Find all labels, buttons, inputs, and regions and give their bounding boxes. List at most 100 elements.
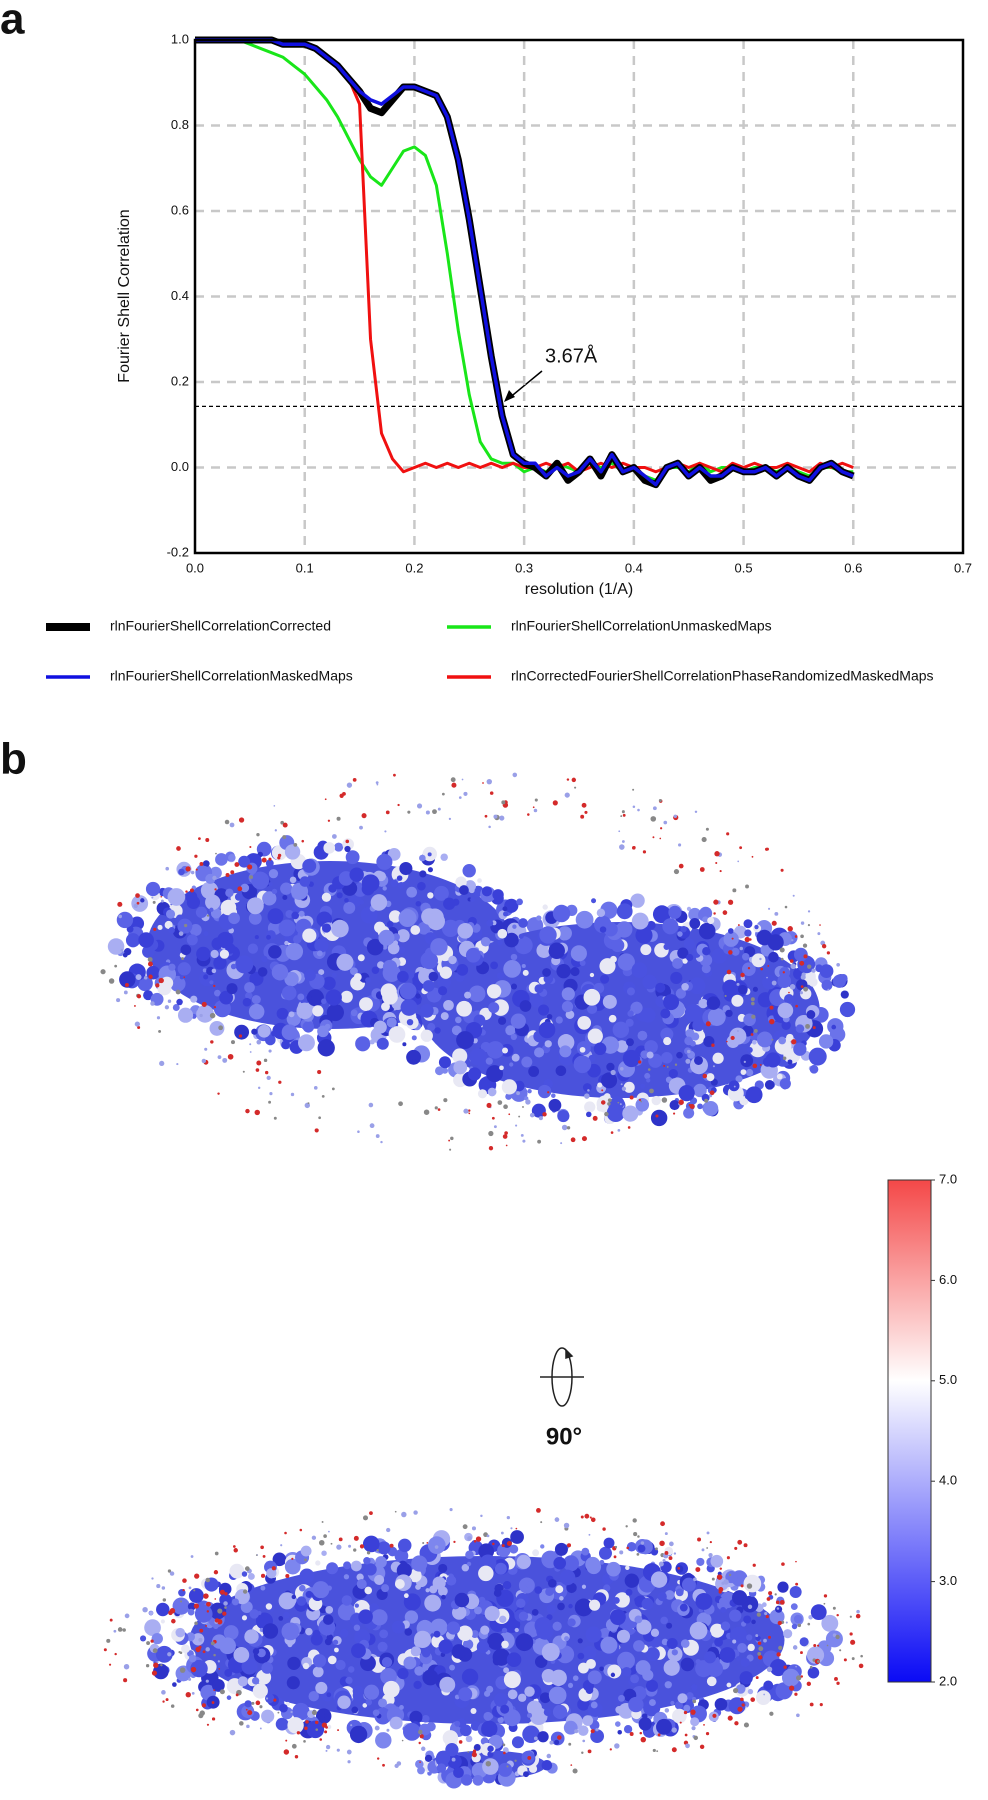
map-speckle xyxy=(156,1016,161,1020)
map-density xyxy=(670,971,683,985)
map-speckle xyxy=(856,1609,860,1614)
map-speckle xyxy=(232,1545,236,1548)
map-density xyxy=(350,967,358,976)
map-speckle xyxy=(563,1522,570,1529)
map-speckle xyxy=(165,1698,169,1702)
map-density xyxy=(164,920,173,929)
map-speckle xyxy=(731,937,734,940)
map-speckle xyxy=(821,944,827,949)
map-density xyxy=(670,1700,675,1706)
map-speckle xyxy=(609,1748,612,1751)
map-density xyxy=(351,1706,359,1714)
map-density xyxy=(439,1676,456,1693)
map-density xyxy=(688,977,706,995)
map-density xyxy=(674,1701,683,1710)
map-speckle xyxy=(198,837,201,841)
map-density xyxy=(567,1618,576,1627)
map-speckle xyxy=(133,903,138,909)
map-density xyxy=(703,1100,719,1116)
map-density xyxy=(745,1086,763,1104)
map-density xyxy=(635,926,653,944)
map-density xyxy=(686,953,694,962)
map-density xyxy=(190,995,198,1003)
map-density xyxy=(534,1586,543,1594)
map-speckle xyxy=(215,852,217,855)
map-density xyxy=(220,899,237,916)
map-speckle xyxy=(222,1611,227,1616)
y-tick-label: 0.2 xyxy=(171,373,189,388)
map-density xyxy=(145,881,161,897)
map-density xyxy=(287,1656,301,1670)
map-speckle xyxy=(671,1727,677,1733)
map-density xyxy=(292,935,302,944)
map-density xyxy=(398,909,417,928)
map-density xyxy=(596,908,606,918)
map-speckle xyxy=(613,1555,617,1559)
map-density xyxy=(334,1647,339,1653)
map-density xyxy=(740,1657,750,1668)
map-speckle xyxy=(311,1535,317,1540)
map-speckle xyxy=(851,1657,855,1661)
map-density xyxy=(559,1569,576,1586)
map-speckle xyxy=(812,1026,816,1030)
colorbar-tick-label: 7.0 xyxy=(939,1171,957,1186)
map-speckle xyxy=(146,1641,151,1645)
map-speckle xyxy=(622,813,626,817)
map-speckle xyxy=(570,1764,573,1766)
map-speckle xyxy=(649,1088,654,1094)
map-speckle xyxy=(614,1545,618,1549)
map-speckle xyxy=(148,974,153,979)
map-speckle xyxy=(589,1516,592,1519)
map-speckle xyxy=(338,1537,343,1542)
map-speckle xyxy=(764,847,769,851)
map-density xyxy=(610,938,625,953)
map-density xyxy=(599,1559,605,1565)
map-speckle xyxy=(217,1660,221,1663)
map-density xyxy=(671,1649,678,1656)
map-density xyxy=(537,1084,552,1099)
map-density xyxy=(289,876,297,884)
map-speckle xyxy=(280,820,284,825)
map-speckle xyxy=(794,1692,798,1696)
map-speckle xyxy=(560,1142,563,1145)
map-speckle xyxy=(213,1653,216,1657)
map-density xyxy=(497,928,508,939)
map-density xyxy=(512,924,517,929)
map-speckle xyxy=(299,1528,303,1532)
map-speckle xyxy=(542,1112,547,1117)
map-density xyxy=(634,1615,643,1624)
map-speckle xyxy=(268,857,272,861)
map-speckle xyxy=(353,1548,357,1552)
map-speckle xyxy=(756,1612,762,1617)
map-density xyxy=(331,919,349,938)
map-density xyxy=(281,985,297,1001)
map-speckle xyxy=(318,1116,321,1120)
map-density xyxy=(209,980,214,985)
map-density xyxy=(477,878,482,883)
map-density xyxy=(606,1561,621,1577)
map-speckle xyxy=(708,1553,713,1558)
map-speckle xyxy=(151,1577,154,1580)
map-density xyxy=(711,948,728,964)
map-speckle xyxy=(117,1627,123,1632)
map-speckle xyxy=(803,986,809,992)
map-speckle xyxy=(760,967,764,971)
map-speckle xyxy=(796,1713,800,1718)
map-density xyxy=(663,1659,680,1676)
map-density xyxy=(500,1704,510,1714)
map-density xyxy=(552,1704,568,1720)
map-speckle xyxy=(784,905,788,909)
map-density xyxy=(684,1004,703,1022)
map-density xyxy=(381,1657,393,1668)
map-speckle xyxy=(849,1632,853,1636)
map-speckle xyxy=(194,1621,198,1626)
x-tick-label: 0.0 xyxy=(186,560,204,575)
map-speckle xyxy=(277,853,282,858)
map-density xyxy=(377,961,385,969)
map-density xyxy=(745,1068,754,1077)
map-speckle xyxy=(150,1001,155,1006)
map-speckle xyxy=(323,1534,327,1538)
map-density xyxy=(278,1592,296,1610)
map-density xyxy=(203,974,209,980)
map-density xyxy=(225,888,234,898)
